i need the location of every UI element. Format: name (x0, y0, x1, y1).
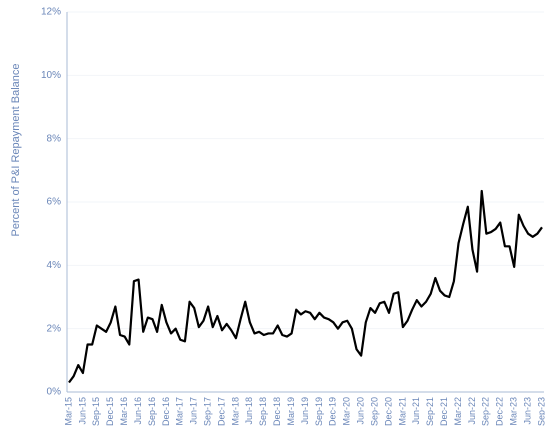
x-tick-label: Dec-18 (272, 397, 282, 426)
x-tick-label: Dec-19 (328, 397, 338, 426)
y-tick-label: 12% (41, 7, 61, 18)
x-tick-label: Mar-16 (119, 397, 129, 426)
x-tick-label: Jun-22 (467, 397, 477, 425)
x-tick-label: Sep-20 (369, 397, 379, 426)
x-tick-label: Jun-20 (356, 397, 366, 425)
x-tick-label: Sep-23 (536, 397, 545, 426)
x-tick-label: Mar-15 (63, 397, 73, 426)
x-tick-label: Sep-22 (481, 397, 491, 426)
x-tick-label: Mar-20 (342, 397, 352, 426)
x-tick-label: Sep-19 (314, 397, 324, 426)
y-tick-label: 6% (47, 197, 62, 208)
x-tick-label: Jun-21 (411, 397, 421, 425)
x-tick-label: Jun-19 (300, 397, 310, 425)
y-tick-label: 2% (47, 323, 62, 334)
x-tick-label: Sep-17 (202, 397, 212, 426)
x-tick-label: Mar-23 (509, 397, 519, 426)
x-tick-label: Dec-16 (161, 397, 171, 426)
x-tick-label: Sep-18 (258, 397, 268, 426)
x-tick-label: Jun-23 (522, 397, 532, 425)
y-tick-label: 4% (47, 260, 62, 271)
x-tick-label: Dec-17 (216, 397, 226, 426)
y-axis-label: Percent of P&I Repayment Balance (10, 63, 22, 236)
x-tick-label: Jun-15 (77, 397, 87, 425)
x-tick-label: Dec-20 (383, 397, 393, 426)
x-tick-label: Jun-18 (244, 397, 254, 425)
x-tick-label: Dec-15 (105, 397, 115, 426)
x-tick-label: Jun-16 (133, 397, 143, 425)
x-tick-label: Sep-15 (91, 397, 101, 426)
y-tick-label: 10% (41, 70, 61, 81)
x-tick-label: Mar-19 (286, 397, 296, 426)
x-tick-label: Mar-22 (453, 397, 463, 426)
x-tick-label: Dec-22 (495, 397, 505, 426)
y-tick-label: 8% (47, 133, 62, 144)
x-tick-label: Dec-21 (439, 397, 449, 426)
x-tick-label: Mar-17 (175, 397, 185, 426)
line-series (68, 189, 543, 384)
x-tick-label: Sep-16 (147, 397, 157, 426)
x-tick-label: Sep-21 (425, 397, 435, 426)
y-tick-label: 0% (47, 387, 62, 398)
x-tick-label: Mar-18 (230, 397, 240, 426)
x-tick-label: Mar-21 (397, 397, 407, 426)
x-tick-label: Jun-17 (189, 397, 199, 425)
